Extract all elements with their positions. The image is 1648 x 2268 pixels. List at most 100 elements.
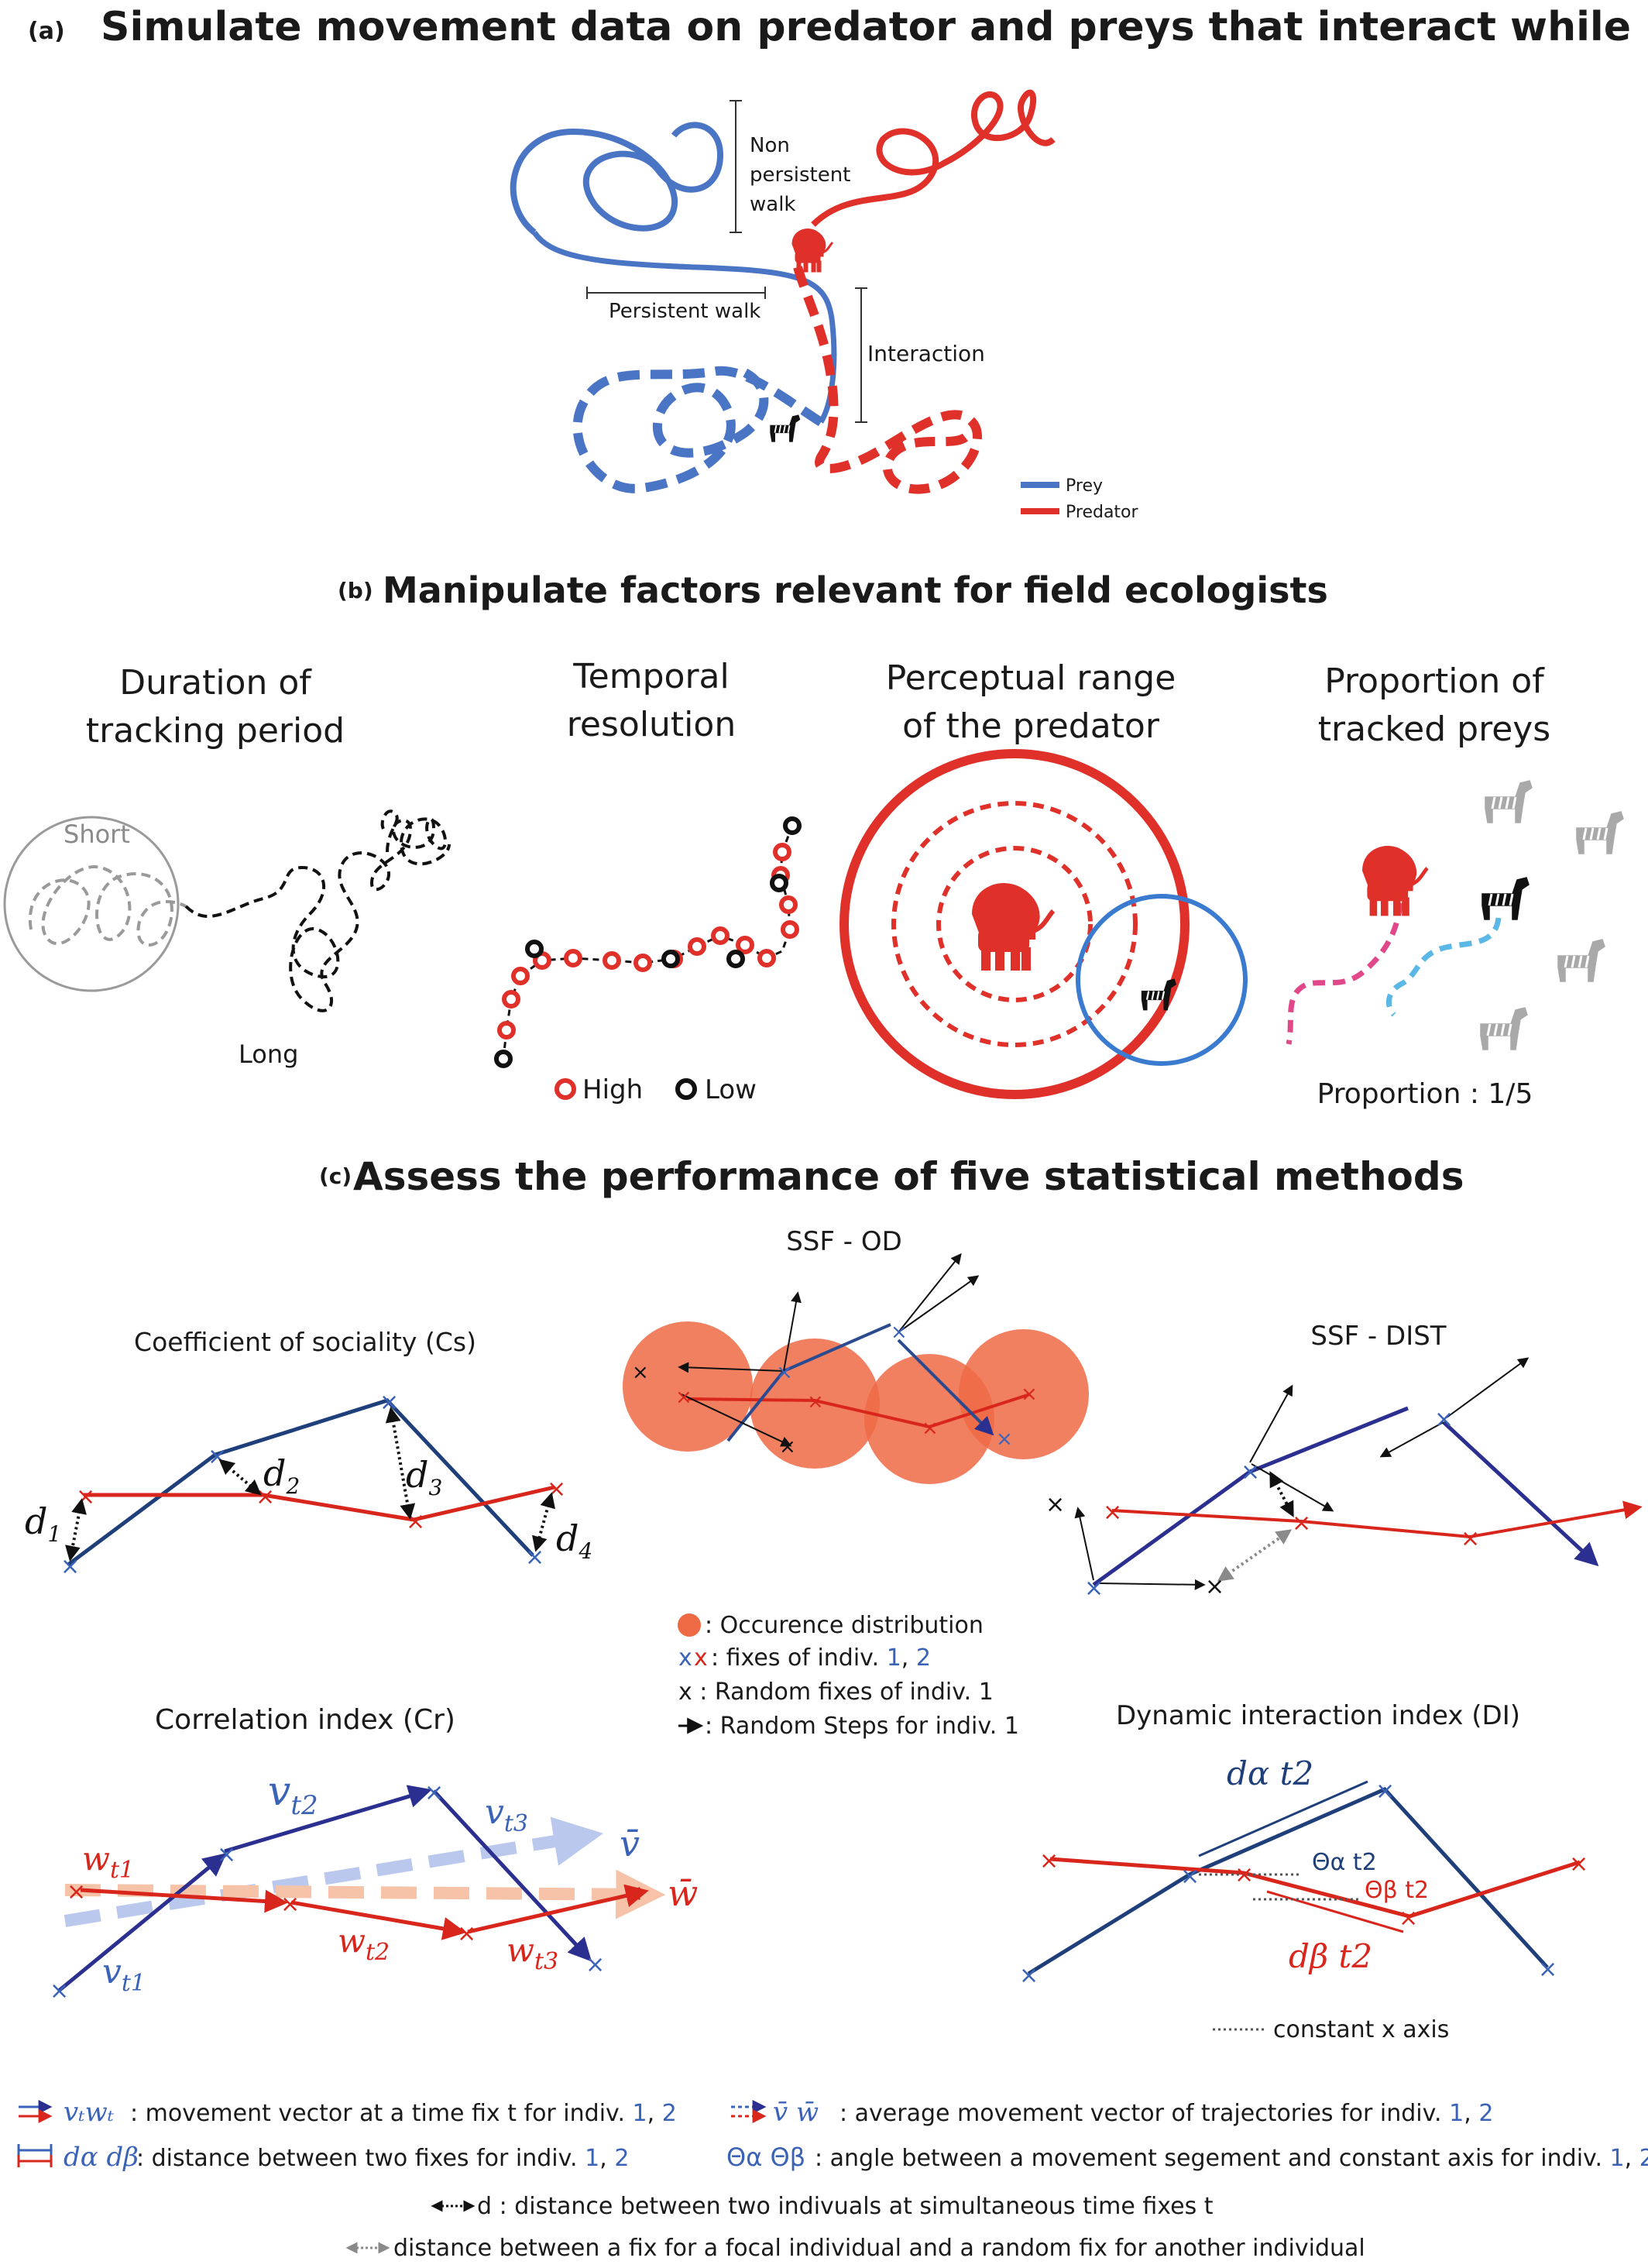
footer-line4: distance between a fix for a focal indiv… [393, 2235, 1365, 2262]
d-alpha-measure [1198, 1780, 1368, 1857]
d-beta-measure [1266, 1890, 1404, 1933]
svg-text:×: × [996, 1428, 1013, 1451]
temporal-title-line1: Temporal [572, 657, 729, 696]
dist-random-distance-arrow [1217, 1529, 1293, 1582]
svg-text:d2: d2 [263, 1452, 300, 1499]
panel-b-perceptual: Perceptual range of the predator [839, 658, 1248, 1099]
prey-nonpersistent-walk [510, 122, 724, 235]
label-non-persistent-1: Non [750, 134, 790, 157]
lion-icon [973, 884, 1053, 970]
svg-text:×: × [1019, 1962, 1039, 1989]
label-short: Short [64, 820, 130, 849]
temporal-title-line2: resolution [567, 705, 736, 744]
panel-a-annotations: Non persistent walk Persistent walk Inte… [586, 100, 1139, 522]
svg-text:×: × [525, 1544, 544, 1571]
svg-text:×: × [779, 1435, 796, 1459]
v-bar-label: v̄ [620, 1823, 640, 1864]
w-bar-vector [64, 1869, 666, 1919]
duration-title-line2: tracking period [86, 711, 345, 751]
svg-text:×: × [1205, 1573, 1224, 1600]
di-diagram: Dynamic interaction index (DI) ×××× ××××… [1019, 1700, 1588, 2043]
label-persistent-walk: Persistent walk [609, 300, 760, 323]
svg-text:×: × [1039, 1847, 1059, 1875]
perceptual-range-mid [891, 801, 1138, 1047]
w-bar-label: w̄ [668, 1872, 698, 1914]
footer-legend: vₜwₜ : movement vector at a time fix t f… [17, 2097, 1648, 2262]
constant-axis-label: constant x axis [1273, 2016, 1449, 2043]
di-fixes: × × × × × × × × [1019, 1778, 1588, 1989]
legend-high-marker [554, 1078, 576, 1100]
svg-text:×: × [1538, 1956, 1557, 1983]
dist-indiv1-track [1092, 1406, 1595, 1587]
svg-text:×: × [807, 1390, 824, 1414]
panel-c-letter: (c) [319, 1163, 352, 1189]
short-track [28, 865, 187, 947]
footer-line1b: : average movement vector of trajectorie… [839, 2100, 1493, 2127]
di-indiv2-track [1049, 1857, 1581, 1919]
label-long: Long [239, 1040, 298, 1069]
legend-od-swatch [678, 1613, 701, 1637]
proportion-value: Proportion : 1/5 [1317, 1078, 1533, 1110]
prey-persistent-walk [532, 230, 837, 424]
perceptual-title-line2: of the predator [902, 706, 1160, 746]
svg-text:×: × [67, 1878, 86, 1905]
cr-labels: vt2 vt3 vt1 wt1 wt2 wt3 v̄ w̄ [82, 1768, 698, 1997]
svg-text:×: × [1103, 1499, 1122, 1526]
predator-nonpersistent-walk [811, 89, 1056, 227]
legend-prey: Prey [1066, 476, 1103, 496]
svg-text:×: × [379, 1389, 399, 1416]
dist-fixes: × × × × × × × × [1045, 1406, 1480, 1602]
legend-predator: Predator [1066, 503, 1139, 522]
panel-b-title: Manipulate factors relevant for field ec… [383, 569, 1328, 611]
theta-beta-label: Θβ t2 [1365, 1877, 1429, 1904]
theta-alpha-label: Θα t2 [1312, 1849, 1377, 1876]
high-resolution-fixes [497, 843, 799, 1040]
fix-marker: × [60, 1553, 80, 1580]
ssf-dist-title: SSF - DIST [1310, 1321, 1446, 1352]
svg-text:×: × [1569, 1850, 1588, 1878]
svg-text:×: × [424, 1779, 444, 1806]
svg-text:×: × [50, 1978, 69, 2005]
predator-track-tracked [1286, 902, 1403, 1045]
perceptual-range-inner [936, 846, 1093, 1002]
legend-fixes-line: : fixes of indiv. 1, 2 [711, 1644, 931, 1672]
lion-icon [1363, 847, 1427, 916]
footer-line3: d : distance between two indivuals at si… [477, 2193, 1214, 2220]
svg-text:×: × [1461, 1525, 1480, 1552]
footer-line2b: : angle between a movement segement and … [815, 2145, 1648, 2172]
zebra-icon [769, 414, 801, 443]
svg-text:vt3: vt3 [485, 1792, 528, 1837]
svg-text:×: × [1234, 1861, 1254, 1888]
label-non-persistent-2: persistent [750, 163, 850, 187]
svg-text:wt2: wt2 [338, 1922, 390, 1966]
footer-line2b-symbol: Θα Θβ [726, 2143, 805, 2172]
svg-text:×: × [547, 1476, 566, 1503]
ssf-od-title: SSF - OD [786, 1226, 902, 1257]
svg-text:vt2: vt2 [268, 1768, 318, 1821]
svg-text:×: × [457, 1920, 476, 1947]
d-alpha-label: dα t2 [1227, 1754, 1313, 1792]
od-indiv2-track [687, 1393, 1031, 1429]
legend-high: High [582, 1074, 643, 1105]
cs-indiv1-track [67, 1398, 534, 1567]
cr-diagram: Correlation index (Cr) × × × × × × × × vt2 vt3… [50, 1704, 698, 2005]
short-period-circle [3, 816, 180, 992]
panel-a-letter: (a) [28, 18, 65, 45]
legend-low-marker [675, 1078, 697, 1100]
footer-line1: : movement vector at a time fix t for in… [130, 2100, 677, 2127]
od-indiv1-track [726, 1323, 991, 1441]
svg-text:×: × [776, 1361, 793, 1384]
proportion-title-line2: tracked preys [1318, 710, 1550, 749]
svg-text:×: × [1375, 1778, 1395, 1805]
panel-b-temporal: Temporal resolution High Low [494, 657, 802, 1105]
svg-text:×: × [280, 1891, 300, 1918]
legend-od: : Occurence distribution [705, 1612, 984, 1639]
svg-text:×: × [1241, 1459, 1260, 1486]
proportion-title-line1: Proportion of [1324, 662, 1545, 701]
panel-b-letter: (b) [338, 578, 373, 603]
low-resolution-fixes [494, 816, 802, 1068]
lion-icon [791, 228, 834, 273]
legend-fix-marker-2: x [694, 1644, 708, 1672]
legend-low: Low [705, 1074, 757, 1105]
